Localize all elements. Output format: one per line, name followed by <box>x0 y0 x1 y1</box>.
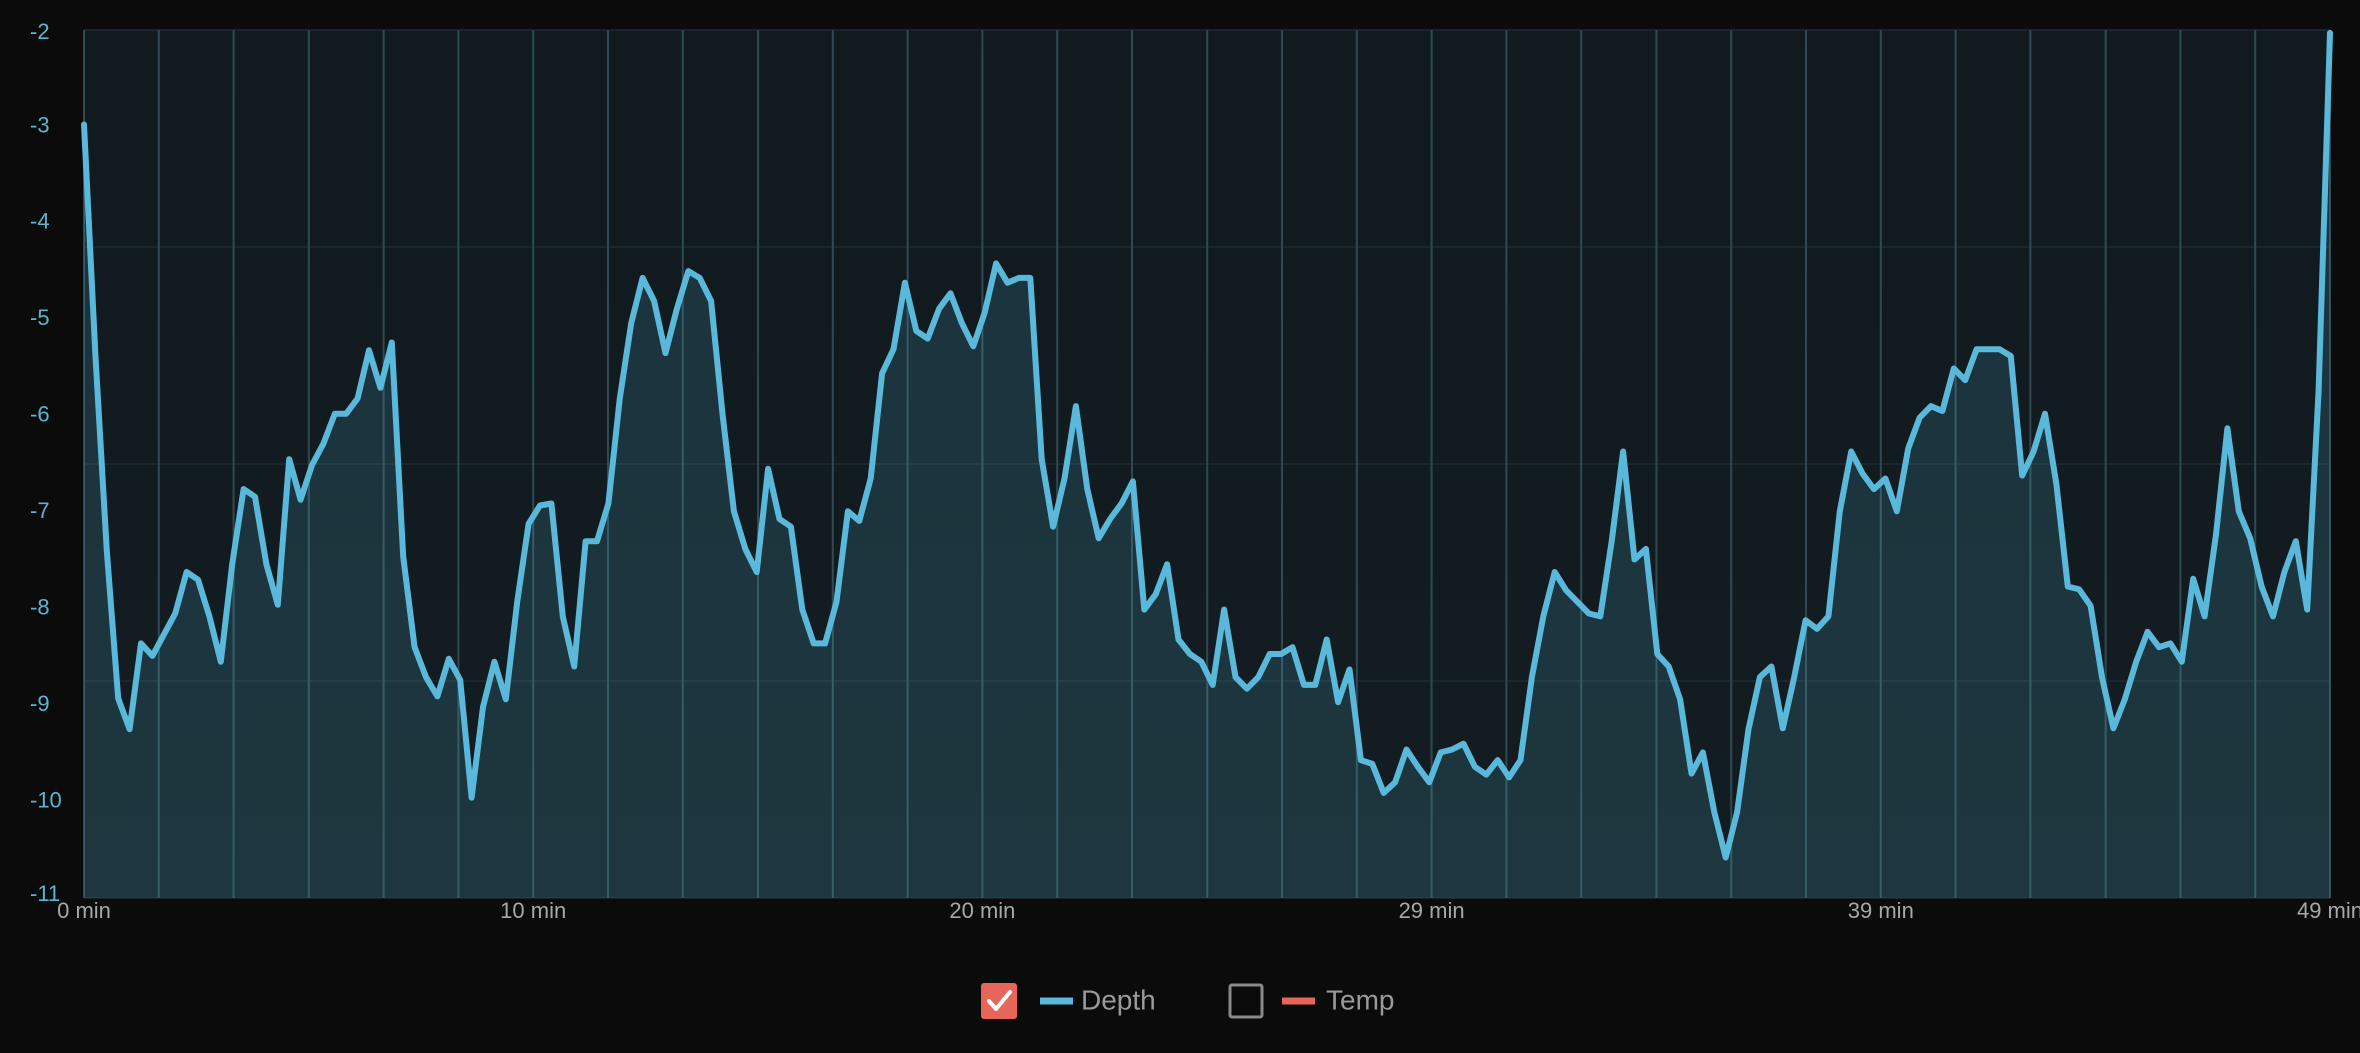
y-tick-label: -3 <box>30 112 50 137</box>
x-tick-label: 39 min <box>1848 898 1914 923</box>
y-tick-label: -8 <box>30 594 50 619</box>
legend-label[interactable]: Temp <box>1326 984 1394 1015</box>
y-tick-label: -6 <box>30 402 50 427</box>
y-tick-label: -5 <box>30 305 50 330</box>
y-tick-label: -10 <box>30 787 62 812</box>
checkmark <box>987 990 1012 1011</box>
x-tick-label: 49 min <box>2297 898 2360 923</box>
y-tick-label: -2 <box>30 19 50 44</box>
legend: Depth Temp <box>981 983 1394 1019</box>
x-tick-label: 29 min <box>1399 898 1465 923</box>
legend-checkbox[interactable] <box>1228 983 1264 1019</box>
y-tick-label: -11 <box>30 881 60 906</box>
area <box>84 32 2330 898</box>
y-tick-label: -7 <box>30 498 50 523</box>
line <box>81 29 2333 861</box>
x-tick-label: 0 min <box>57 898 111 923</box>
legend-label[interactable]: Depth <box>1081 984 1156 1015</box>
legend-item[interactable]: Depth <box>981 983 1156 1019</box>
x-tick-label: 20 min <box>949 898 1015 923</box>
legend-item[interactable]: Temp <box>1228 983 1394 1019</box>
y-tick-label: -4 <box>30 209 50 234</box>
y-tick-label: -9 <box>30 691 50 716</box>
legend-checkbox[interactable] <box>981 983 1017 1019</box>
x-tick-label: 10 min <box>500 898 566 923</box>
